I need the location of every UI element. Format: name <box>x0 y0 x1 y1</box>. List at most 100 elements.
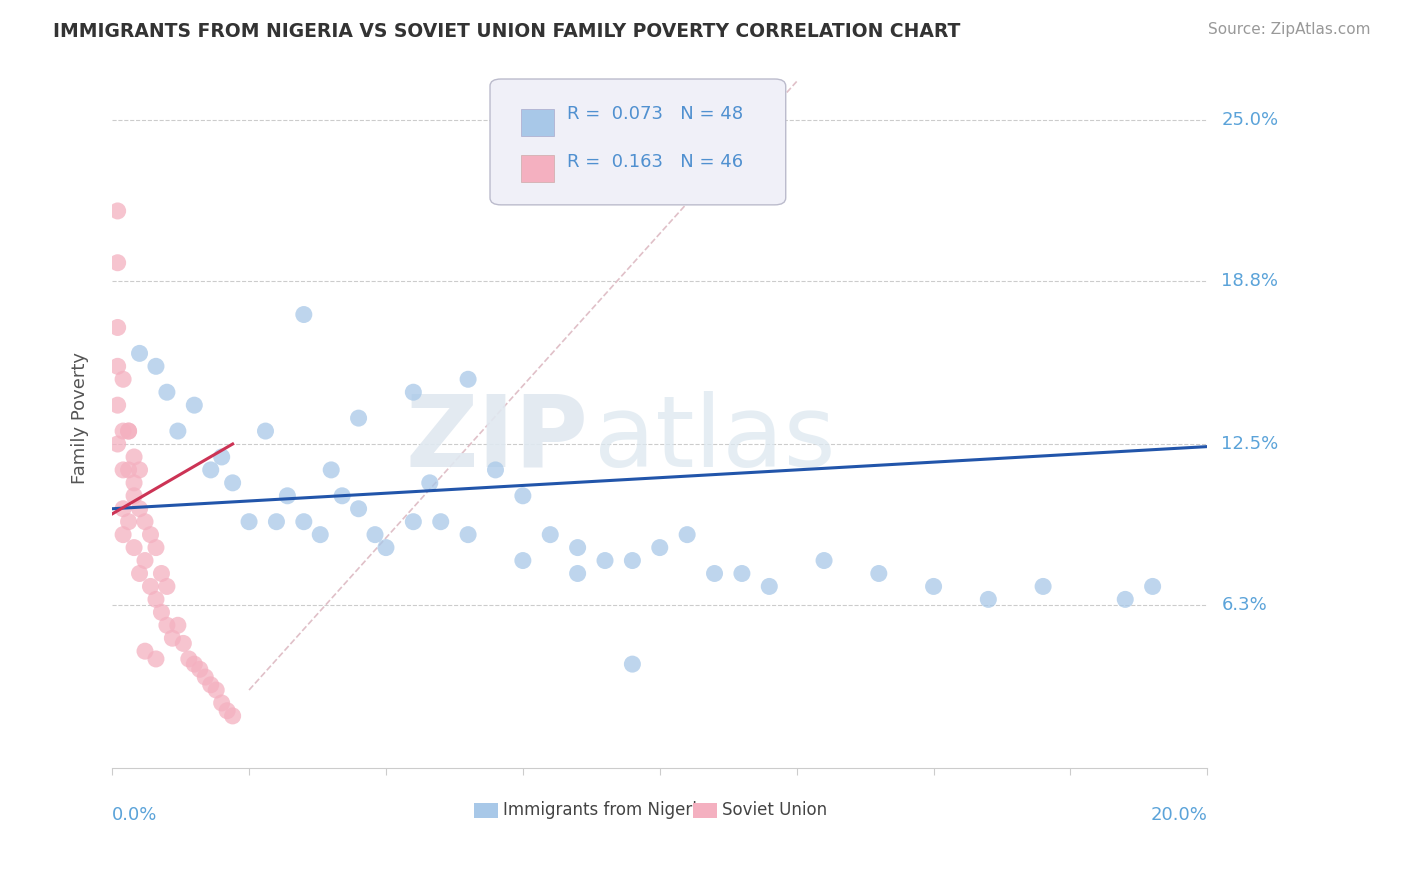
FancyBboxPatch shape <box>520 155 554 183</box>
Text: 6.3%: 6.3% <box>1222 596 1267 614</box>
FancyBboxPatch shape <box>693 803 717 818</box>
Text: 12.5%: 12.5% <box>1222 435 1278 453</box>
Point <box>364 527 387 541</box>
Point <box>107 437 129 451</box>
Point <box>117 424 139 438</box>
Point <box>1032 579 1054 593</box>
Point <box>117 463 139 477</box>
Point <box>128 463 150 477</box>
Point <box>200 463 222 477</box>
Point <box>156 385 179 400</box>
Point <box>167 424 190 438</box>
Text: 18.8%: 18.8% <box>1222 272 1278 290</box>
Point <box>1114 592 1136 607</box>
Point <box>107 359 129 374</box>
Point <box>292 515 315 529</box>
Point <box>145 541 167 555</box>
Text: ZIP: ZIP <box>406 391 589 488</box>
Point <box>238 515 260 529</box>
Point <box>134 515 156 529</box>
Point <box>512 489 534 503</box>
Point <box>375 541 398 555</box>
Point <box>183 398 205 412</box>
Point <box>177 652 200 666</box>
Point <box>134 644 156 658</box>
Point <box>139 527 162 541</box>
Point <box>512 553 534 567</box>
Point <box>145 652 167 666</box>
Point <box>484 463 506 477</box>
Point <box>211 450 233 464</box>
Point <box>117 515 139 529</box>
Text: Source: ZipAtlas.com: Source: ZipAtlas.com <box>1208 22 1371 37</box>
Point <box>107 398 129 412</box>
Point <box>107 256 129 270</box>
Point <box>347 501 370 516</box>
Point <box>309 527 332 541</box>
Point <box>567 541 589 555</box>
Point <box>567 566 589 581</box>
FancyBboxPatch shape <box>491 79 786 205</box>
Point <box>402 515 425 529</box>
Point <box>276 489 298 503</box>
Point <box>145 592 167 607</box>
Point <box>538 527 561 541</box>
Point <box>419 475 441 490</box>
Point <box>183 657 205 672</box>
Text: 20.0%: 20.0% <box>1150 806 1208 824</box>
Point <box>194 670 217 684</box>
Point <box>150 605 173 619</box>
Point <box>162 631 184 645</box>
Point <box>122 450 145 464</box>
Point <box>205 683 228 698</box>
Point <box>128 566 150 581</box>
Point <box>457 527 479 541</box>
Point <box>621 657 644 672</box>
Text: 0.0%: 0.0% <box>112 806 157 824</box>
Point <box>254 424 277 438</box>
Point <box>676 527 699 541</box>
Point <box>156 579 179 593</box>
Point <box>217 704 239 718</box>
Point <box>1142 579 1164 593</box>
Point <box>221 709 243 723</box>
Point <box>703 566 725 581</box>
Point <box>112 372 135 386</box>
Point <box>112 424 135 438</box>
Point <box>731 566 754 581</box>
Point <box>922 579 945 593</box>
Point <box>221 475 243 490</box>
Point <box>122 475 145 490</box>
Point <box>112 527 135 541</box>
Point <box>321 463 343 477</box>
Point <box>868 566 890 581</box>
Text: IMMIGRANTS FROM NIGERIA VS SOVIET UNION FAMILY POVERTY CORRELATION CHART: IMMIGRANTS FROM NIGERIA VS SOVIET UNION … <box>53 22 960 41</box>
Point <box>167 618 190 632</box>
Point <box>128 346 150 360</box>
Point <box>330 489 353 503</box>
Point <box>457 372 479 386</box>
Text: Immigrants from Nigeria: Immigrants from Nigeria <box>503 801 707 819</box>
Point <box>211 696 233 710</box>
Point <box>112 501 135 516</box>
Point <box>145 359 167 374</box>
Text: Soviet Union: Soviet Union <box>723 801 827 819</box>
Point <box>107 203 129 218</box>
Y-axis label: Family Poverty: Family Poverty <box>72 352 89 484</box>
Point <box>122 489 145 503</box>
Point <box>128 501 150 516</box>
Point <box>122 541 145 555</box>
FancyBboxPatch shape <box>520 109 554 136</box>
Point <box>593 553 616 567</box>
Point <box>150 566 173 581</box>
Text: R =  0.163   N = 46: R = 0.163 N = 46 <box>567 153 742 170</box>
Point <box>188 662 211 676</box>
Point <box>134 553 156 567</box>
Point <box>107 320 129 334</box>
Point <box>292 308 315 322</box>
Point <box>266 515 288 529</box>
Point <box>758 579 780 593</box>
Point <box>977 592 1000 607</box>
Point <box>200 678 222 692</box>
Point <box>621 553 644 567</box>
